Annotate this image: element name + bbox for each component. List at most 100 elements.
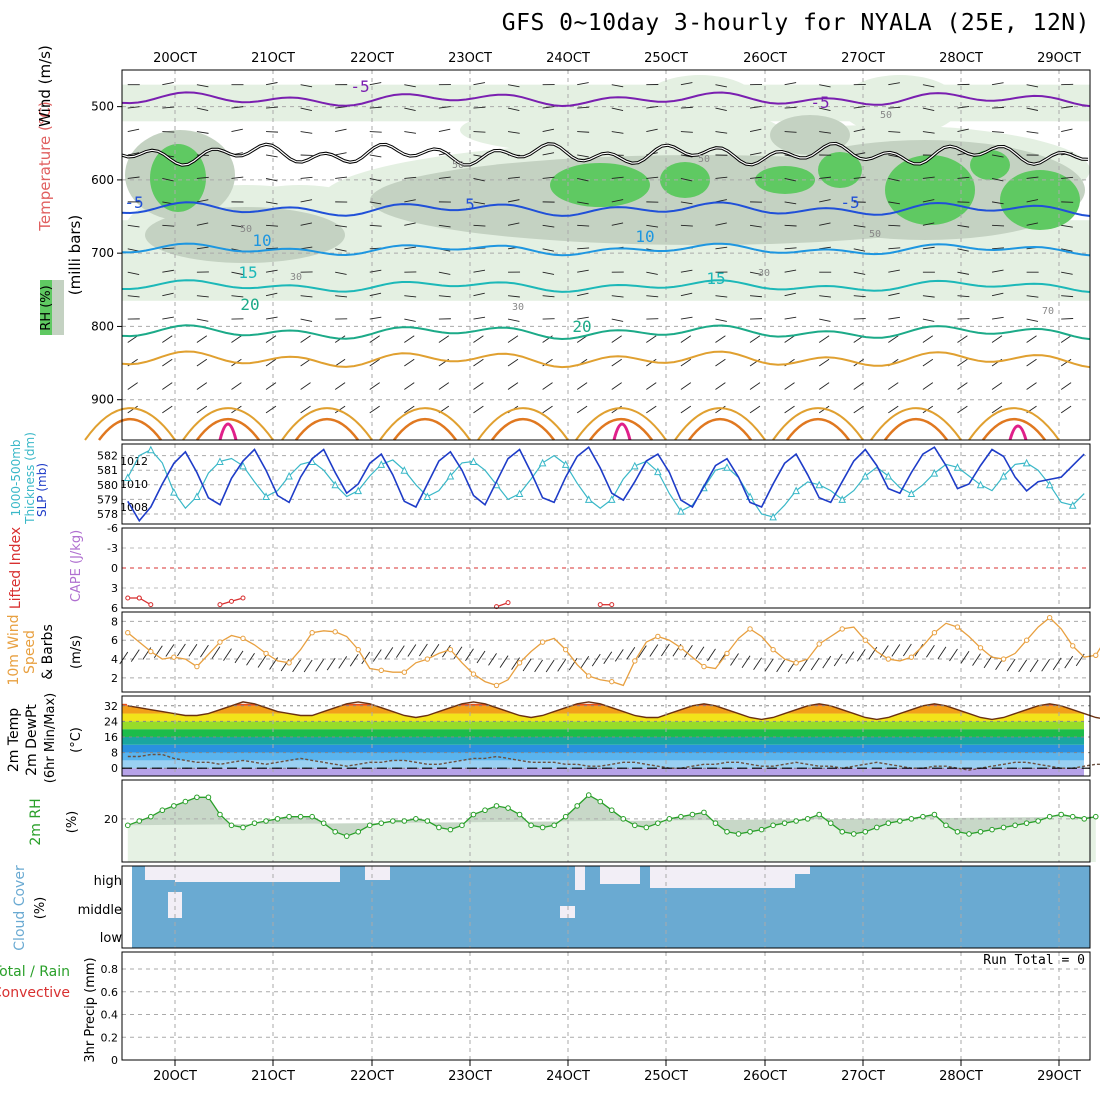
- upper-wind-barb: [784, 335, 795, 343]
- upper-wind-barb: [1061, 248, 1073, 252]
- rh-point: [954, 828, 961, 835]
- wind-speed-point: [701, 663, 707, 670]
- wind-speed-point: [240, 635, 246, 642]
- upper-wind-barb: [300, 358, 311, 367]
- surface-wind-barb: [637, 645, 647, 658]
- upper-wind-barb: [507, 295, 520, 298]
- wind-speed-point: [378, 667, 384, 674]
- upper-wind-barb: [196, 295, 209, 298]
- cloud-gap: [600, 866, 640, 884]
- upper-wind-barb: [404, 199, 416, 203]
- upper-wind-barb: [611, 84, 624, 88]
- contour-label: 30: [758, 268, 770, 279]
- upper-wind-barb: [992, 247, 1004, 250]
- surface-wind-barb: [269, 657, 278, 670]
- surface-wind-barb: [868, 646, 878, 660]
- upper-wind-barb: [127, 271, 140, 275]
- date-label-top: 28OCT: [939, 51, 983, 66]
- isotherm-30: [687, 417, 753, 441]
- upper-wind-barb: [611, 335, 622, 343]
- thickness-tick-label: 581: [97, 464, 118, 477]
- wind-speed-point: [1023, 637, 1030, 643]
- rh-point: [608, 807, 615, 814]
- surface-wind-barb: [753, 657, 762, 670]
- upper-wind-barb: [577, 154, 589, 158]
- rh-point: [943, 822, 949, 829]
- rh-point: [205, 794, 212, 801]
- temperature-tick-label: 8: [111, 747, 118, 760]
- upper-wind-barb: [300, 107, 312, 111]
- upper-wind-barb: [369, 154, 382, 158]
- rh-point: [263, 818, 269, 824]
- upper-wind-barb: [335, 152, 347, 156]
- rh-point: [1023, 820, 1030, 826]
- upper-wind-barb: [335, 271, 347, 275]
- rh-point: [366, 822, 373, 829]
- upper-wind-barb: [749, 106, 762, 109]
- temp-axis-label-2: 2m DewPt: [24, 704, 40, 776]
- isotherm-25: [968, 407, 1060, 441]
- rh-point: [459, 822, 465, 829]
- upper-wind-barb: [991, 269, 1004, 273]
- surface-wind-barb: [833, 653, 843, 667]
- wind-speed-point: [586, 673, 592, 679]
- upper-wind-barb: [404, 107, 416, 111]
- slp-tick-label: 1012: [120, 455, 148, 468]
- rh-point: [1035, 818, 1041, 824]
- upper-wind-barb: [646, 106, 659, 109]
- wind-speed-point: [217, 639, 223, 645]
- wind-speed-point: [609, 678, 615, 685]
- thickness-point: [446, 471, 455, 480]
- upper-wind-barb: [196, 358, 208, 367]
- upper-wind-barb: [957, 271, 970, 275]
- upper-wind-barb: [749, 224, 762, 228]
- date-label-bottom: 29OCT: [1037, 1069, 1081, 1084]
- lifted-index-point: [217, 602, 223, 608]
- wind-speed-point: [747, 626, 753, 632]
- thickness-point: [170, 487, 178, 496]
- upper-wind-barb: [196, 246, 209, 250]
- lifted-index-point: [609, 602, 615, 608]
- isotherm-25: [281, 407, 373, 441]
- upper-wind-barb: [266, 106, 278, 109]
- upper-wind-barb: [473, 335, 484, 343]
- cloud-gap: [175, 866, 340, 882]
- upper-wind-barb: [266, 224, 278, 227]
- upper-wind-barb: [127, 224, 140, 228]
- surface-wind-barb: [730, 653, 739, 666]
- upper-wind-barb: [715, 295, 728, 298]
- upper-wind-barb: [300, 295, 313, 298]
- surface-wind-barb: [407, 644, 417, 657]
- upper-wind-barb: [577, 201, 589, 205]
- date-label-top: 23OCT: [448, 51, 492, 66]
- upper-wind-barb: [1026, 222, 1039, 226]
- rh-point: [286, 813, 292, 820]
- wind-speed-point: [539, 639, 546, 645]
- thickness-point: [123, 473, 132, 481]
- upper-wind-barb: [369, 201, 382, 205]
- precip-tick-label: 0.2: [101, 1031, 119, 1044]
- upper-wind-barb: [992, 131, 1004, 133]
- cloud-frame: [121, 865, 1091, 949]
- contour-label: -5: [810, 93, 829, 112]
- thickness-point: [423, 492, 432, 500]
- upper-wind-barb: [680, 382, 692, 390]
- rh-region: [818, 152, 862, 188]
- surface-wind-barb: [499, 655, 509, 668]
- upper-wind-barb: [334, 382, 346, 390]
- temp-axis-label-1: 2m Temp: [6, 708, 22, 772]
- upper-wind-barb: [300, 335, 311, 343]
- upper-wind-barb: [438, 382, 450, 390]
- upper-wind-barb: [888, 269, 900, 273]
- upper-wind-barb: [957, 105, 970, 109]
- upper-wind-barb: [369, 224, 382, 227]
- rh-point: [1000, 824, 1007, 831]
- upper-wind-barb: [680, 82, 693, 86]
- upper-wind-barb: [715, 107, 727, 111]
- upper-wind-barb: [784, 405, 795, 414]
- upper-wind-barb: [819, 199, 831, 203]
- surface-wind-barb: [130, 649, 140, 662]
- rh-point: [897, 818, 903, 824]
- upper-wind-barb: [1061, 271, 1073, 275]
- upper-wind-barb: [853, 271, 866, 275]
